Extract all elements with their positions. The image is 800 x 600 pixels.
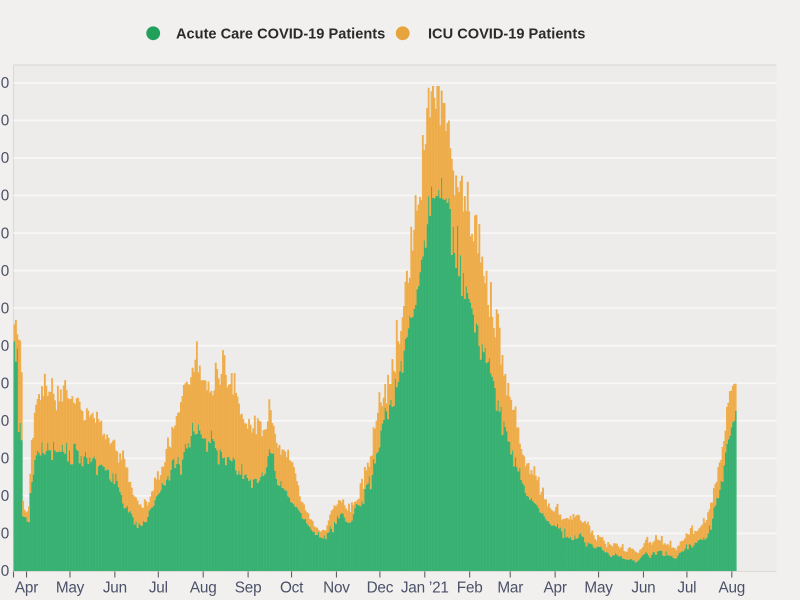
svg-text:ICU COVID-19 Patients: ICU COVID-19 Patients (428, 27, 585, 43)
svg-text:0: 0 (1, 563, 9, 580)
svg-text:Sep: Sep (235, 579, 262, 596)
svg-text:Oct: Oct (280, 579, 304, 596)
svg-text:0: 0 (1, 526, 9, 543)
svg-text:Feb: Feb (457, 579, 483, 596)
svg-text:0: 0 (1, 263, 9, 280)
svg-text:0: 0 (1, 451, 9, 468)
svg-text:Aug: Aug (718, 579, 745, 596)
svg-text:0: 0 (1, 413, 9, 430)
svg-text:Nov: Nov (323, 579, 350, 596)
svg-text:Mar: Mar (497, 579, 523, 596)
svg-text:Acute Care COVID-19 Patients: Acute Care COVID-19 Patients (176, 27, 385, 43)
svg-text:Jul: Jul (677, 579, 696, 596)
svg-text:May: May (56, 579, 85, 596)
svg-text:Jul: Jul (149, 579, 168, 596)
svg-text:Jan ’21: Jan ’21 (401, 579, 449, 596)
svg-text:0: 0 (1, 375, 9, 392)
svg-text:Apr: Apr (15, 579, 38, 596)
svg-text:Aug: Aug (190, 579, 217, 596)
svg-text:0: 0 (1, 300, 9, 317)
svg-text:0: 0 (1, 488, 9, 505)
svg-text:Jun: Jun (631, 579, 655, 596)
svg-text:0: 0 (1, 150, 9, 167)
svg-text:0: 0 (1, 113, 9, 130)
svg-text:0: 0 (1, 338, 9, 355)
svg-text:0: 0 (1, 188, 9, 205)
svg-text:0: 0 (1, 225, 9, 242)
svg-text:Apr: Apr (544, 579, 567, 596)
svg-text:0: 0 (1, 75, 9, 92)
svg-text:May: May (584, 579, 613, 596)
svg-text:Dec: Dec (367, 579, 394, 596)
svg-text:Jun: Jun (103, 579, 127, 596)
